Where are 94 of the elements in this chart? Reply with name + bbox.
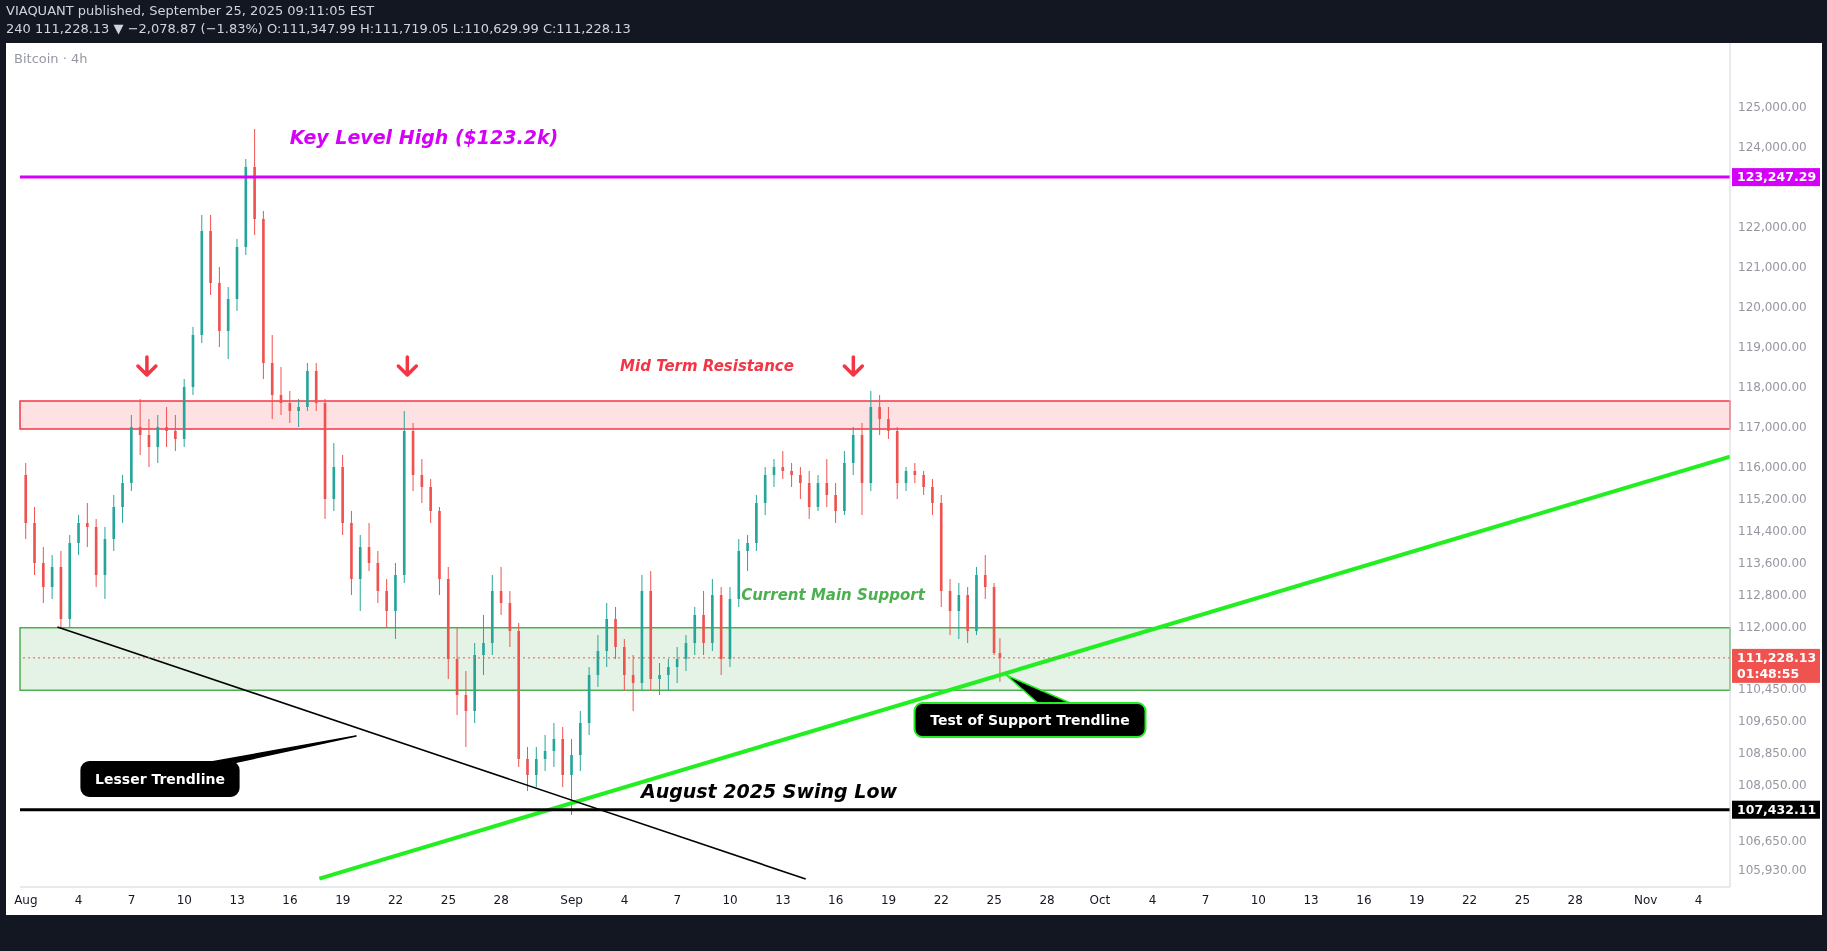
x-tick-label: 13 [229, 892, 245, 907]
x-tick-label: 7 [127, 892, 136, 907]
x-tick-label: 25 [1514, 892, 1531, 907]
candlestick [658, 662, 661, 696]
ref-line-label: 107,432.11 [1737, 801, 1817, 817]
x-tick-label: 25 [440, 892, 457, 907]
x-tick-label: 16 [282, 892, 298, 907]
x-tick-label: 19 [335, 892, 351, 907]
candlestick [534, 746, 538, 788]
candlestick [174, 414, 177, 452]
x-tick-label: Oct [1089, 892, 1111, 907]
candlestick [790, 462, 793, 488]
candlestick [878, 394, 881, 436]
annotation: Current Main Support [741, 586, 926, 604]
y-tick-label: 112,800.00 [1738, 588, 1807, 603]
x-tick-label: Nov [1633, 892, 1658, 907]
y-tick-label: 109,650.00 [1738, 714, 1807, 729]
x-tick-label: 25 [986, 892, 1002, 907]
annotation: August 2025 Swing Low [638, 780, 898, 803]
x-tick-label: 22 [1461, 892, 1478, 907]
annotation: Mid Term Resistance [620, 357, 794, 375]
text: 240 111,228.13 ▼ −2,078.87 (−1.83%) O:111,347.99 H:111,719.05 L:110,629.99 C:111,228.13 [6, 21, 631, 36]
y-tick-label: 105,930.00 [1738, 863, 1807, 878]
x-tick-label: Aug [14, 892, 38, 907]
y-tick-label: 122,000.00 [1738, 220, 1807, 235]
y-tick-label: 117,000.00 [1738, 420, 1807, 435]
candlestick [570, 738, 573, 816]
candlestick [482, 614, 485, 676]
y-tick-label: 116,000.00 [1738, 460, 1807, 475]
candlestick [385, 578, 388, 628]
candlestick [42, 546, 45, 604]
text: Bitcoin · 4h [14, 51, 88, 66]
y-tick-label: 113,600.00 [1738, 556, 1807, 571]
y-tick-label: 108,850.00 [1738, 746, 1807, 761]
annotation: Lesser Trendline [95, 771, 225, 787]
candlestick [77, 514, 80, 556]
y-tick-label: 120,000.00 [1738, 300, 1807, 315]
x-tick-label: 4 [74, 892, 83, 907]
y-tick-label: 108,050.00 [1738, 778, 1807, 793]
x-tick-label: 13 [775, 892, 791, 907]
candlestick [931, 478, 934, 516]
x-tick-label: 7 [1201, 892, 1210, 907]
annotation: Key Level High ($123.2k) [289, 126, 559, 149]
x-tick-label: 4 [1694, 892, 1703, 907]
candlestick [781, 450, 785, 480]
candlestick [922, 470, 925, 496]
candlestick [825, 458, 829, 508]
y-tick-label: 124,000.00 [1738, 140, 1807, 155]
candlestick [746, 534, 749, 572]
ref-line-label: 111,228.13 01:48:55 [1737, 649, 1817, 681]
candlestick [983, 554, 987, 600]
x-tick-label: 22 [387, 892, 404, 907]
candlestick [86, 502, 89, 548]
candlestick [121, 474, 124, 524]
candlestick [429, 478, 432, 524]
x-tick-label: 16 [828, 892, 844, 907]
annotation: Test of Support Trendline [930, 712, 1130, 728]
x-tick-label: Sep [560, 892, 583, 907]
y-tick-label: 125,000.00 [1738, 100, 1807, 115]
x-tick-label: 10 [722, 892, 738, 907]
candlestick [526, 746, 529, 792]
candlestick [667, 658, 670, 692]
x-tick-label: 16 [1356, 892, 1372, 907]
y-tick-label: 112,000.00 [1738, 620, 1807, 635]
candlestick [156, 414, 160, 464]
speech-bubble: Lesser Trendline [80, 735, 357, 797]
candlestick [887, 406, 890, 440]
x-tick-label: 4 [1148, 892, 1157, 907]
x-tick-label: 28 [493, 892, 509, 907]
ref-line-label: 123,247.29 [1737, 169, 1817, 185]
x-tick-label: 10 [1250, 892, 1266, 907]
candlestick [834, 482, 837, 524]
candlestick [297, 398, 300, 428]
candlestick [288, 390, 292, 424]
candlestick [799, 466, 802, 500]
y-tick-label: 119,000.00 [1738, 340, 1807, 355]
chart-subtitle: VIAQUANT published, September 25, 2025 09:11:05 EST [6, 3, 375, 18]
x-tick-label: 13 [1303, 892, 1319, 907]
y-tick-label: 110,450.00 [1738, 682, 1807, 697]
y-tick-label: 114,400.00 [1738, 524, 1807, 539]
candlestick [807, 470, 811, 520]
x-tick-label: 22 [933, 892, 950, 907]
y-tick-label: 121,000.00 [1738, 260, 1807, 275]
y-tick-label: 118,000.00 [1738, 380, 1807, 395]
y-tick-label: 106,650.00 [1738, 834, 1807, 849]
x-tick-label: 28 [1567, 892, 1583, 907]
x-tick-label: 7 [673, 892, 682, 907]
x-tick-label: 4 [620, 892, 629, 907]
x-tick-label: 19 [1409, 892, 1425, 907]
x-tick-label: 19 [880, 892, 897, 907]
y-tick-label: 115,200.00 [1738, 492, 1807, 507]
x-tick-label: 10 [176, 892, 192, 907]
candlestick [165, 406, 168, 448]
x-tick-label: 28 [1039, 892, 1055, 907]
